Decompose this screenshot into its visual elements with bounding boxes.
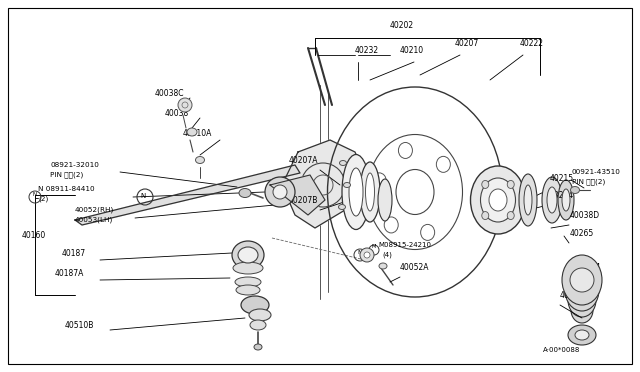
Polygon shape xyxy=(270,175,325,215)
Ellipse shape xyxy=(575,330,589,340)
Text: 40510B: 40510B xyxy=(65,321,94,330)
Ellipse shape xyxy=(239,189,251,198)
Text: N: N xyxy=(33,192,37,196)
Text: 40052A: 40052A xyxy=(400,263,429,272)
Ellipse shape xyxy=(508,180,514,189)
Text: 40052(RH): 40052(RH) xyxy=(75,206,115,213)
Text: N 08911-84410: N 08911-84410 xyxy=(38,186,95,192)
Text: PIN ピン(2): PIN ピン(2) xyxy=(50,171,83,178)
Ellipse shape xyxy=(489,189,507,211)
Text: 40234: 40234 xyxy=(560,291,584,300)
Text: 40265: 40265 xyxy=(570,229,595,238)
Ellipse shape xyxy=(482,180,489,189)
Ellipse shape xyxy=(235,277,261,287)
Text: 40202: 40202 xyxy=(390,21,414,30)
Polygon shape xyxy=(75,165,300,225)
Ellipse shape xyxy=(470,166,525,234)
Circle shape xyxy=(273,185,287,199)
Text: 40038: 40038 xyxy=(165,109,189,118)
Ellipse shape xyxy=(481,178,515,222)
Text: 40053(LH): 40053(LH) xyxy=(75,217,113,223)
Ellipse shape xyxy=(568,283,596,317)
Ellipse shape xyxy=(195,157,205,164)
Ellipse shape xyxy=(360,162,380,222)
Ellipse shape xyxy=(236,285,260,295)
Text: 48510A: 48510A xyxy=(183,129,212,138)
Circle shape xyxy=(570,268,594,292)
Text: 40232: 40232 xyxy=(355,46,379,55)
Text: 40038C: 40038C xyxy=(155,89,184,98)
Ellipse shape xyxy=(250,320,266,330)
Polygon shape xyxy=(282,140,365,228)
Ellipse shape xyxy=(508,212,514,219)
Text: 40207B: 40207B xyxy=(289,196,318,205)
Ellipse shape xyxy=(542,177,562,223)
Ellipse shape xyxy=(249,309,271,321)
Text: M: M xyxy=(357,250,363,254)
Text: 40160: 40160 xyxy=(22,231,46,240)
Text: 40207A: 40207A xyxy=(289,156,318,165)
Ellipse shape xyxy=(241,296,269,314)
Ellipse shape xyxy=(568,325,596,345)
Ellipse shape xyxy=(342,154,370,230)
Ellipse shape xyxy=(519,174,537,226)
Circle shape xyxy=(360,248,374,262)
Text: 40210: 40210 xyxy=(400,46,424,55)
Ellipse shape xyxy=(254,344,262,350)
Ellipse shape xyxy=(233,262,263,274)
Circle shape xyxy=(178,98,192,112)
Text: M08915-24210: M08915-24210 xyxy=(378,242,431,248)
Text: M: M xyxy=(372,244,376,250)
Text: 40187A: 40187A xyxy=(55,269,84,278)
Ellipse shape xyxy=(379,263,387,269)
Ellipse shape xyxy=(339,205,346,209)
Text: (2): (2) xyxy=(38,196,48,202)
Text: 40207: 40207 xyxy=(455,39,479,48)
Ellipse shape xyxy=(562,189,570,211)
Ellipse shape xyxy=(547,187,557,213)
Text: 08921-32010: 08921-32010 xyxy=(50,162,99,168)
Text: N: N xyxy=(140,193,146,199)
Text: 40222: 40222 xyxy=(520,39,544,48)
Ellipse shape xyxy=(238,247,258,263)
Text: 43264: 43264 xyxy=(550,191,574,200)
Ellipse shape xyxy=(232,241,264,269)
Text: 40187: 40187 xyxy=(62,249,86,258)
Circle shape xyxy=(364,252,370,258)
Ellipse shape xyxy=(524,185,532,215)
Ellipse shape xyxy=(365,173,374,211)
Circle shape xyxy=(265,177,295,207)
Ellipse shape xyxy=(378,179,392,221)
Text: 40019M: 40019M xyxy=(570,263,601,272)
Ellipse shape xyxy=(344,183,351,187)
Ellipse shape xyxy=(565,269,599,311)
Ellipse shape xyxy=(571,297,593,323)
Ellipse shape xyxy=(339,160,346,166)
Text: PIN ピン(2): PIN ピン(2) xyxy=(572,179,605,185)
Text: (4): (4) xyxy=(382,251,392,258)
Text: 40038D: 40038D xyxy=(570,211,600,220)
Ellipse shape xyxy=(349,168,363,216)
Ellipse shape xyxy=(482,212,489,219)
Ellipse shape xyxy=(570,186,579,193)
Text: 00921-43510: 00921-43510 xyxy=(572,169,621,175)
Ellipse shape xyxy=(187,128,197,136)
Text: A·00*0088: A·00*0088 xyxy=(543,347,580,353)
Ellipse shape xyxy=(562,255,602,305)
Ellipse shape xyxy=(558,180,574,220)
Text: 40215: 40215 xyxy=(550,174,574,183)
